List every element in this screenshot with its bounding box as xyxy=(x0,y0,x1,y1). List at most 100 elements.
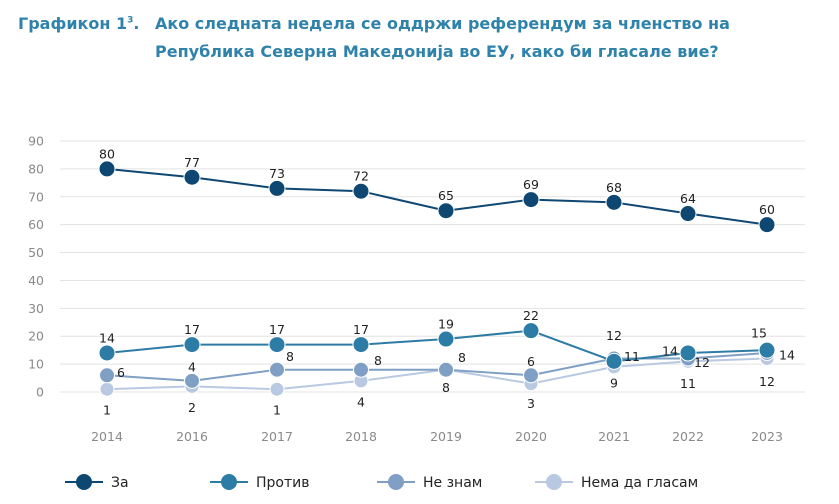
data-label: 8 xyxy=(286,349,294,364)
data-label: 11 xyxy=(680,376,696,391)
data-label: 73 xyxy=(269,166,285,181)
series-point xyxy=(437,202,455,220)
x-axis-ticks: 2014 2016 2017 2018 2019 2020 2021 2022 2023 xyxy=(91,429,783,444)
data-label: 17 xyxy=(269,322,285,337)
y-tick-label: 40 xyxy=(28,273,44,288)
series-group xyxy=(98,160,776,397)
legend-label: Против xyxy=(256,475,309,491)
data-label: 17 xyxy=(353,322,369,337)
data-label: 9 xyxy=(610,375,618,390)
x-tick-label: 2023 xyxy=(751,429,783,444)
data-label: 12 xyxy=(759,374,775,389)
y-tick-label: 30 xyxy=(28,301,44,316)
series-point xyxy=(605,193,623,211)
data-label: 8 xyxy=(442,380,450,395)
series-point xyxy=(269,381,285,397)
data-label: 6 xyxy=(527,354,535,369)
chart-title: Ако следната недела се оддржи референдум… xyxy=(155,14,730,61)
legend-marker xyxy=(76,474,92,490)
data-label: 72 xyxy=(353,169,369,184)
y-tick-label: 80 xyxy=(28,161,44,176)
series-line xyxy=(106,357,768,391)
legend-item: Не знам xyxy=(377,474,482,491)
series-point xyxy=(353,361,369,378)
data-label: 11 xyxy=(624,349,640,364)
y-tick-label: 90 xyxy=(28,134,44,149)
y-tick-label: 70 xyxy=(28,189,44,204)
series-point xyxy=(679,205,697,223)
series-point xyxy=(758,341,776,359)
data-label: 4 xyxy=(188,359,196,374)
x-tick-label: 2019 xyxy=(430,429,462,444)
data-label: 69 xyxy=(523,177,539,192)
data-label: 77 xyxy=(184,155,200,170)
data-label: 8 xyxy=(374,353,382,368)
series-2 xyxy=(98,322,776,370)
legend-marker xyxy=(221,474,237,490)
series-point xyxy=(99,381,115,397)
data-label: 14 xyxy=(662,343,678,358)
data-label: 1 xyxy=(273,403,281,418)
y-tick-label: 20 xyxy=(28,329,44,344)
series-point xyxy=(758,216,776,234)
data-label: 65 xyxy=(438,188,454,203)
series-point xyxy=(438,361,454,378)
series-point xyxy=(98,160,116,178)
x-tick-label: 2021 xyxy=(598,429,630,444)
data-label: 2 xyxy=(188,400,196,415)
legend-item: Против xyxy=(210,474,309,491)
x-tick-label: 2018 xyxy=(345,429,377,444)
data-label: 64 xyxy=(680,191,696,206)
series-point xyxy=(183,336,201,354)
y-axis-ticks: 0 10 20 30 40 50 60 70 80 90 xyxy=(28,134,44,400)
series-point xyxy=(184,372,200,389)
gridlines xyxy=(60,140,805,393)
data-label: 68 xyxy=(606,180,622,195)
series-point xyxy=(522,322,540,340)
x-tick-label: 2014 xyxy=(91,429,123,444)
data-label: 15 xyxy=(751,326,767,341)
y-tick-label: 10 xyxy=(28,357,44,372)
series-point xyxy=(98,344,116,362)
y-tick-label: 0 xyxy=(36,385,44,400)
y-tick-label: 60 xyxy=(28,217,44,232)
x-tick-label: 2020 xyxy=(515,429,547,444)
legend-item: За xyxy=(65,474,129,491)
series-point xyxy=(679,344,697,362)
series-point xyxy=(269,361,285,378)
series-point xyxy=(352,182,370,200)
legend-marker xyxy=(388,474,404,490)
figure-label: Графикон 13. xyxy=(18,14,140,33)
legend: За Против Не знам Нема да гласам xyxy=(65,474,698,491)
data-label: 14 xyxy=(99,330,115,345)
data-label: 12 xyxy=(694,355,710,370)
data-label: 19 xyxy=(438,317,454,332)
data-label: 1 xyxy=(103,403,111,418)
legend-label: Нема да гласам xyxy=(581,475,698,491)
series-point xyxy=(268,336,286,354)
series-point xyxy=(523,367,539,384)
series-1 xyxy=(98,160,776,234)
x-tick-label: 2016 xyxy=(176,429,208,444)
legend-label: Не знам xyxy=(423,475,482,491)
series-point xyxy=(352,336,370,354)
legend-item: Нема да гласам xyxy=(535,474,698,491)
series-point xyxy=(268,179,286,197)
data-label: 17 xyxy=(184,322,200,337)
series-point xyxy=(99,367,115,384)
legend-label: За xyxy=(111,475,129,491)
data-label: 22 xyxy=(523,308,539,323)
legend-marker xyxy=(546,474,562,490)
data-label: 3 xyxy=(527,396,535,411)
series-point xyxy=(183,168,201,186)
series-point xyxy=(437,330,455,348)
data-label: 4 xyxy=(357,394,365,409)
data-label: 14 xyxy=(779,347,795,362)
y-tick-label: 50 xyxy=(28,245,44,260)
series-point xyxy=(605,352,623,370)
data-label: 12 xyxy=(606,328,622,343)
x-tick-label: 2022 xyxy=(672,429,704,444)
data-label: 60 xyxy=(759,202,775,217)
